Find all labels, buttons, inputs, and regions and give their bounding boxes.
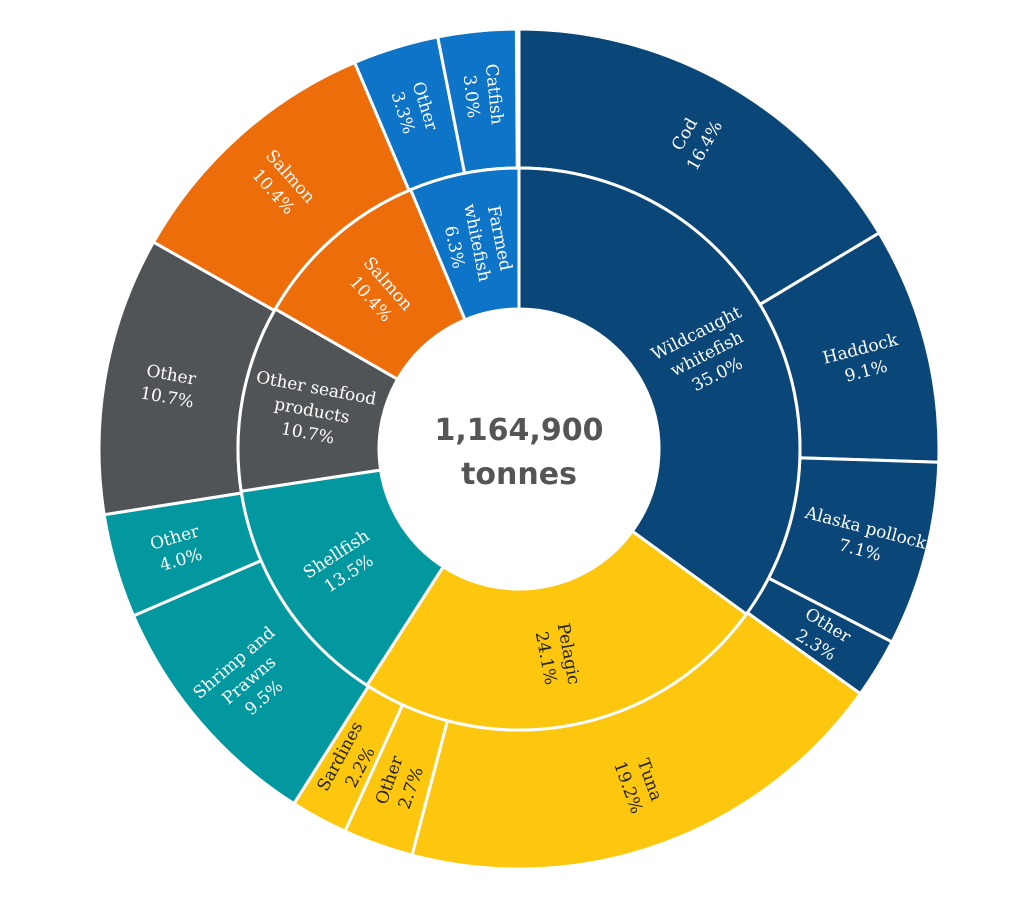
inner-segment-pelagic — [364, 529, 749, 732]
inner-segment-shellfish — [239, 468, 446, 688]
inner-ring — [236, 166, 802, 732]
center-total-value: 1,164,900 — [435, 413, 604, 448]
outer-ring — [97, 27, 941, 871]
inner-segment-farmed-whitefish — [408, 166, 521, 322]
outer-label-farmed-whitefish-catfish-value: 3.0% — [459, 74, 483, 119]
center-total-unit: tonnes — [461, 457, 577, 492]
inner-segment-wildcaught-whitefish — [517, 166, 802, 617]
